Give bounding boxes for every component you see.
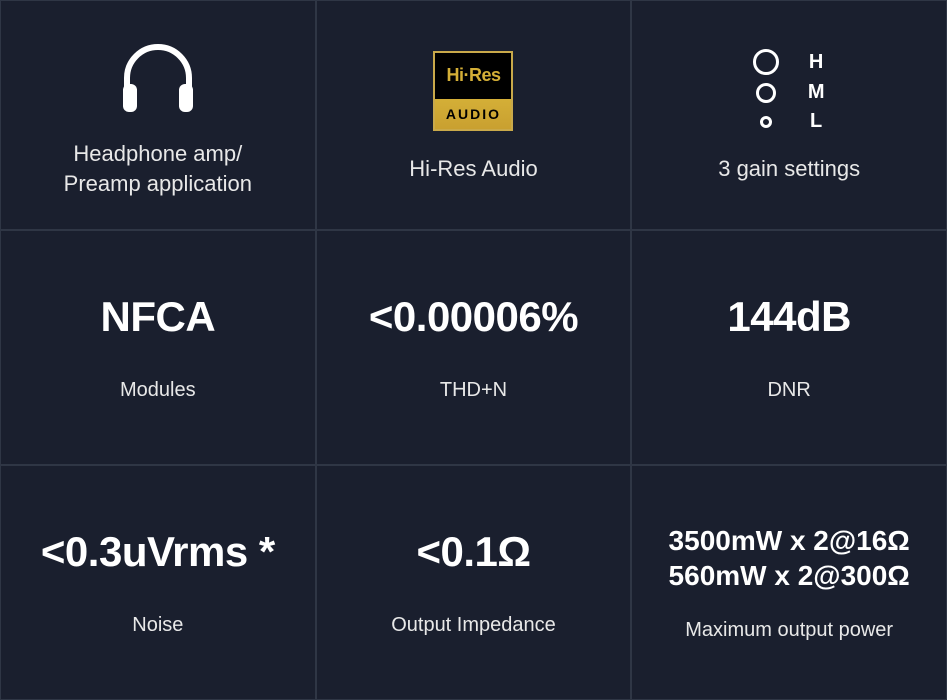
gain-levels-icon: HML xyxy=(751,46,827,136)
hires-badge-top: Hi·Res xyxy=(435,53,511,99)
cell-headphone-amp: Headphone amp/Preamp application xyxy=(0,0,316,230)
gain-circle-icon xyxy=(756,83,776,103)
cell-caption: 3 gain settings xyxy=(718,154,860,184)
cell-thdn: <0.00006% THD+N xyxy=(316,230,632,465)
cell-value: NFCA xyxy=(101,293,216,341)
gain-row: L xyxy=(751,110,827,133)
cell-noise: <0.3uVrms * Noise xyxy=(0,465,316,700)
cell-sublabel: DNR xyxy=(767,379,810,402)
cell-value: <0.00006% xyxy=(369,293,578,341)
cell-caption: Hi-Res Audio xyxy=(409,154,537,184)
cell-dnr: 144dB DNR xyxy=(631,230,947,465)
gain-row: H xyxy=(751,49,827,75)
cell-hires-audio: Hi·Res AUDIO Hi-Res Audio xyxy=(316,0,632,230)
cell-value-line2: 560mW x 2@300Ω xyxy=(669,558,910,593)
cell-gain-settings: HML 3 gain settings xyxy=(631,0,947,230)
spec-grid: Headphone amp/Preamp application Hi·Res … xyxy=(0,0,947,700)
cell-sublabel: THD+N xyxy=(440,379,507,402)
cell-nfca: NFCA Modules xyxy=(0,230,316,465)
cell-sublabel: Modules xyxy=(120,379,196,402)
cell-max-output-power: 3500mW x 2@16Ω 560mW x 2@300Ω Maximum ou… xyxy=(631,465,947,700)
headphones-icon xyxy=(113,31,203,121)
cell-value: 3500mW x 2@16Ω 560mW x 2@300Ω xyxy=(669,523,910,593)
cell-value: 144dB xyxy=(727,293,851,341)
hires-badge-icon: Hi·Res AUDIO xyxy=(433,46,513,136)
hires-badge-bottom: AUDIO xyxy=(435,99,511,129)
cell-value: <0.1Ω xyxy=(416,528,530,576)
gain-letter: M xyxy=(805,81,827,104)
cell-sublabel: Maximum output power xyxy=(685,619,893,642)
gain-letter: H xyxy=(805,51,827,74)
gain-circle-icon xyxy=(753,49,779,75)
gain-letter: L xyxy=(805,110,827,133)
cell-sublabel: Output Impedance xyxy=(391,614,556,637)
gain-row: M xyxy=(751,81,827,104)
gain-circle-icon xyxy=(760,116,772,128)
cell-value: <0.3uVrms * xyxy=(41,528,275,576)
cell-sublabel: Noise xyxy=(132,614,183,637)
cell-value-line1: 3500mW x 2@16Ω xyxy=(669,523,910,558)
cell-output-impedance: <0.1Ω Output Impedance xyxy=(316,465,632,700)
cell-caption: Headphone amp/Preamp application xyxy=(64,139,252,198)
